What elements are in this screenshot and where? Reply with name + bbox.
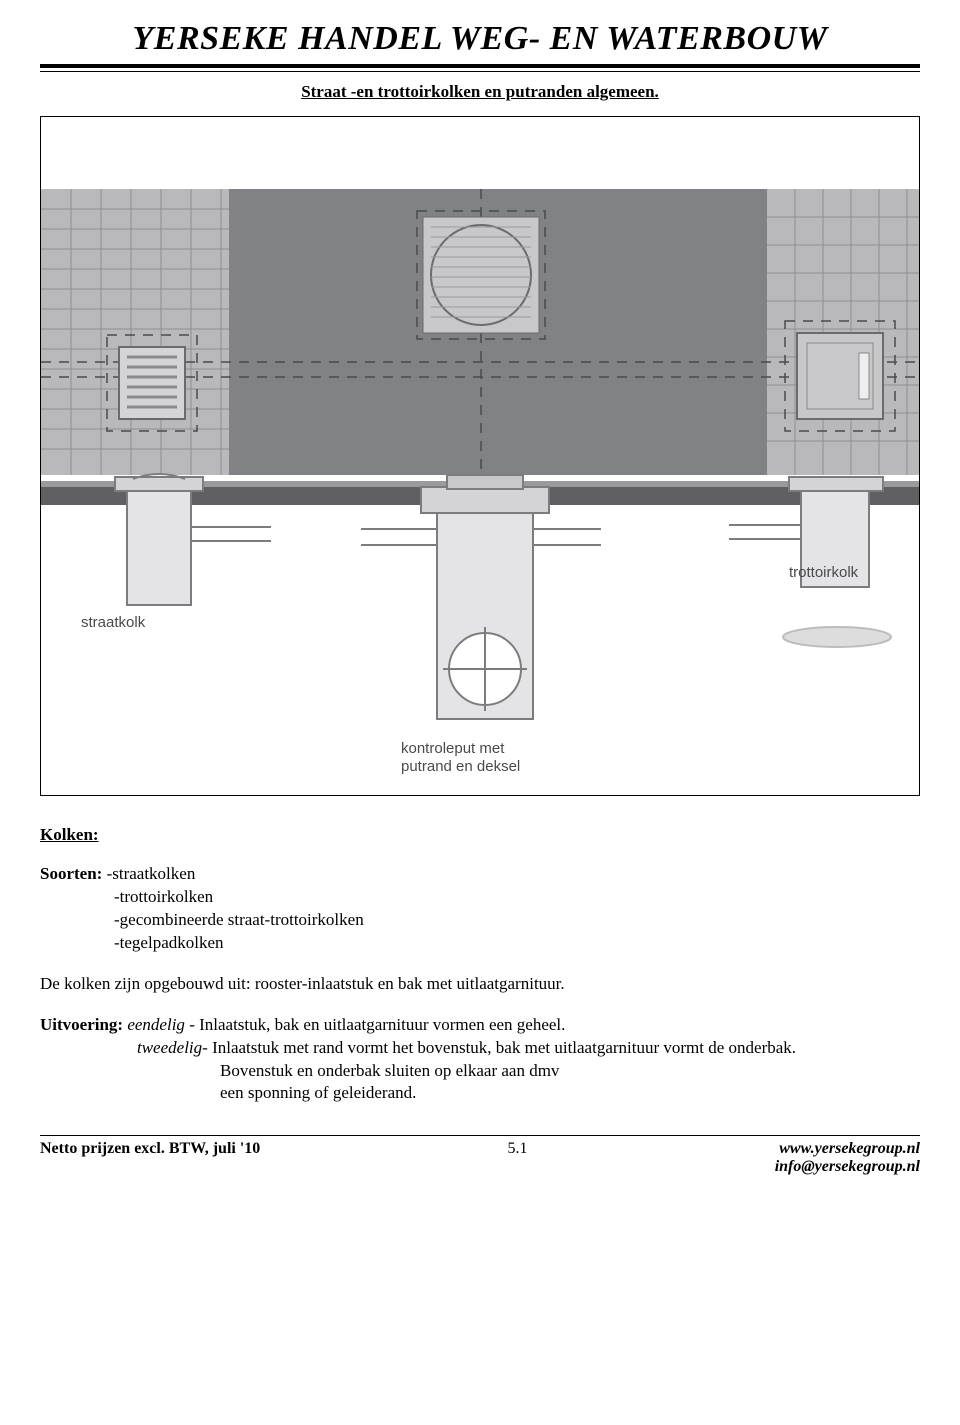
footer-left: Netto prijzen excl. BTW, juli '10: [40, 1140, 260, 1158]
uitvoering-tweedelig-mode: tweedelig-: [137, 1038, 208, 1057]
label-straatkolk: straatkolk: [81, 614, 146, 631]
uitvoering-tweedelig-text: Inlaatstuk met rand vormt het bovenstuk,…: [212, 1038, 796, 1057]
label-kontroleput-1: kontroleput met: [401, 740, 505, 757]
title-rule: [40, 64, 920, 72]
footer-url: www.yersekegroup.nl: [775, 1140, 920, 1158]
page-footer: Netto prijzen excl. BTW, juli '10 5.1 ww…: [40, 1135, 920, 1176]
page-subtitle: Straat -en trottoirkolken en putranden a…: [40, 82, 920, 102]
uitvoering-extra-2: een sponning of geleiderand.: [40, 1082, 920, 1105]
opbouw-text: De kolken zijn opgebouwd uit: rooster-in…: [40, 973, 920, 996]
label-trottoirkolk: trottoirkolk: [789, 564, 859, 581]
page-title: YERSEKE HANDEL WEG- EN WATERBOUW: [40, 20, 920, 58]
label-kontroleput-2: putrand en deksel: [401, 758, 520, 775]
footer-email: info@yersekegroup.nl: [775, 1158, 920, 1176]
soorten-item-1: -trottoirkolken: [114, 886, 920, 909]
uitvoering-eendelig-mode: eendelig: [127, 1015, 185, 1034]
uitvoering-eendelig-text: - Inlaatstuk, bak en uitlaatgarnituur vo…: [189, 1015, 565, 1034]
soorten-item-2: -gecombineerde straat-trottoirkolken: [114, 909, 920, 932]
street-diagram: straatkolk trottoirkolk kontroleput met …: [40, 116, 920, 796]
uitvoering-label: Uitvoering:: [40, 1015, 123, 1034]
kolken-heading: Kolken:: [40, 824, 920, 847]
soorten-item-0: -straatkolken: [107, 864, 196, 883]
soorten-item-3: -tegelpadkolken: [114, 932, 920, 955]
footer-page-number: 5.1: [507, 1140, 527, 1158]
uitvoering-extra-1: Bovenstuk en onderbak sluiten op elkaar …: [40, 1060, 920, 1083]
content-body: Kolken: Soorten: -straatkolken -trottoir…: [40, 824, 920, 1105]
soorten-label: Soorten:: [40, 864, 102, 883]
